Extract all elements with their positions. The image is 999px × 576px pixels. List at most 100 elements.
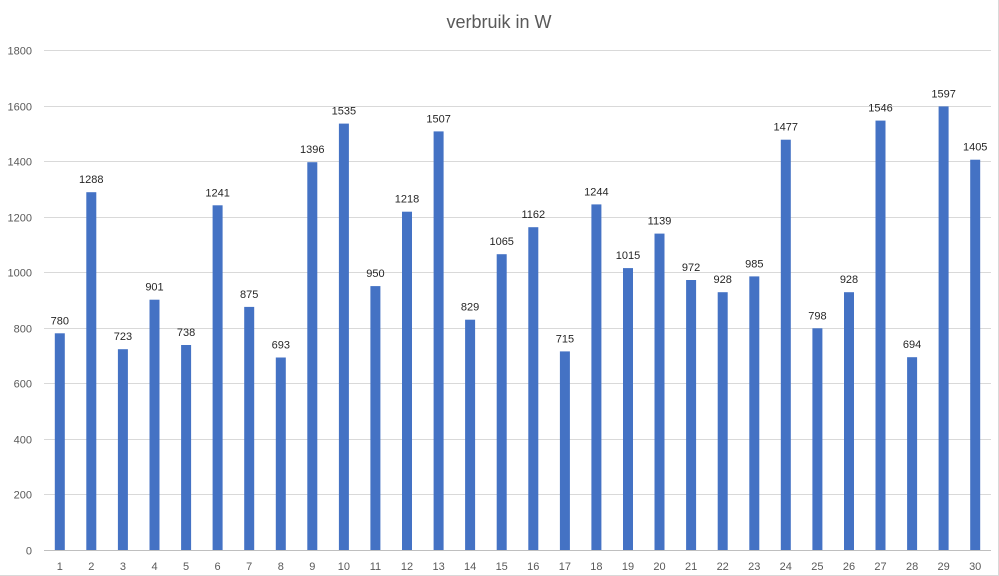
data-label: 715: [556, 333, 574, 345]
bar: [559, 351, 570, 550]
bar: [54, 333, 65, 550]
chart-title: verbruik in W: [446, 12, 552, 32]
bar: [686, 280, 697, 550]
y-tick-label: 400: [14, 435, 32, 447]
x-tick-label: 24: [780, 561, 792, 573]
bar: [86, 192, 97, 550]
x-tick-label: 9: [309, 561, 315, 573]
data-label: 928: [840, 274, 858, 286]
bar: [212, 205, 223, 551]
bar: [307, 162, 318, 550]
data-label: 1218: [395, 194, 419, 206]
y-tick-label: 0: [26, 546, 32, 558]
data-label: 1162: [521, 209, 545, 221]
data-label: 985: [745, 258, 763, 270]
x-tick-label: 27: [874, 561, 886, 573]
data-label: 723: [114, 331, 132, 343]
x-tick-label: 19: [622, 561, 634, 573]
data-label: 1477: [774, 122, 798, 134]
x-tick-label: 8: [278, 561, 284, 573]
data-label: 1241: [205, 187, 229, 199]
y-tick-label: 1600: [8, 102, 32, 114]
x-tick-label: 10: [338, 561, 350, 573]
x-tick-label: 12: [401, 561, 413, 573]
bar: [623, 268, 633, 550]
bar: [117, 349, 128, 550]
x-tick-label: 11: [370, 561, 381, 573]
data-label: 798: [808, 310, 826, 322]
bar: [780, 139, 791, 550]
bar: [244, 306, 255, 550]
y-tick-label: 1400: [8, 157, 32, 169]
bar: [812, 328, 823, 550]
bar: [749, 276, 760, 550]
x-tick-label: 14: [464, 561, 476, 573]
data-label: 1288: [79, 174, 103, 186]
x-tick-label: 17: [559, 561, 571, 573]
data-label: 950: [366, 268, 384, 280]
data-label: 1015: [616, 250, 640, 262]
y-tick-label: 600: [14, 379, 32, 391]
data-label: 1139: [648, 216, 672, 228]
x-tick-label: 13: [432, 561, 444, 573]
bar: [338, 123, 349, 550]
data-label: 1535: [332, 106, 356, 118]
bar: [907, 357, 918, 550]
data-label: 1597: [931, 88, 955, 100]
data-label: 1405: [963, 142, 987, 154]
x-tick-label: 2: [88, 561, 94, 573]
data-label: 693: [272, 340, 290, 352]
x-tick-label: 16: [527, 561, 539, 573]
data-label: 1244: [584, 186, 608, 198]
x-tick-label: 15: [496, 561, 508, 573]
x-tick-label: 7: [246, 561, 252, 573]
bar: [433, 131, 444, 550]
x-tick-label: 3: [120, 561, 126, 573]
x-tick-label: 23: [748, 561, 760, 573]
bar: [844, 292, 854, 550]
data-label: 780: [51, 315, 69, 327]
bar: [275, 357, 286, 550]
x-tick-label: 28: [906, 561, 918, 573]
x-tick-label: 5: [183, 561, 189, 573]
x-tick-label: 30: [969, 561, 981, 573]
x-tick-label: 25: [811, 561, 823, 573]
y-tick-label: 200: [14, 490, 32, 502]
bar: [970, 159, 981, 550]
data-label: 694: [903, 339, 921, 351]
data-label: 738: [177, 327, 195, 339]
data-label: 1507: [426, 113, 450, 125]
y-tick-label: 1000: [8, 268, 32, 280]
x-tick-label: 1: [57, 561, 63, 573]
bar: [496, 254, 507, 550]
bar: [875, 120, 886, 550]
data-label: 829: [461, 302, 479, 314]
data-label: 875: [240, 289, 258, 301]
bar: [149, 299, 160, 550]
bar: [465, 319, 476, 550]
bar: [370, 286, 381, 550]
x-tick-label: 4: [151, 561, 157, 573]
x-tick-label: 29: [937, 561, 949, 573]
bar: [591, 204, 602, 550]
x-tick-label: 21: [685, 561, 697, 573]
data-label: 972: [682, 262, 700, 274]
bar: [654, 233, 665, 550]
y-tick-label: 1200: [8, 213, 32, 225]
x-tick-label: 6: [215, 561, 221, 573]
bar: [181, 345, 192, 550]
x-tick-label: 18: [590, 561, 602, 573]
data-label: 1396: [300, 144, 324, 156]
x-tick-label: 22: [717, 561, 729, 573]
data-label: 1546: [868, 103, 892, 115]
data-label: 901: [145, 282, 163, 294]
data-label: 928: [714, 274, 732, 286]
x-tick-label: 20: [653, 561, 665, 573]
bar: [938, 106, 949, 551]
y-tick-label: 1800: [8, 46, 32, 58]
bar: [528, 227, 539, 550]
bar: [717, 292, 728, 550]
x-tick-label: 26: [843, 561, 855, 573]
